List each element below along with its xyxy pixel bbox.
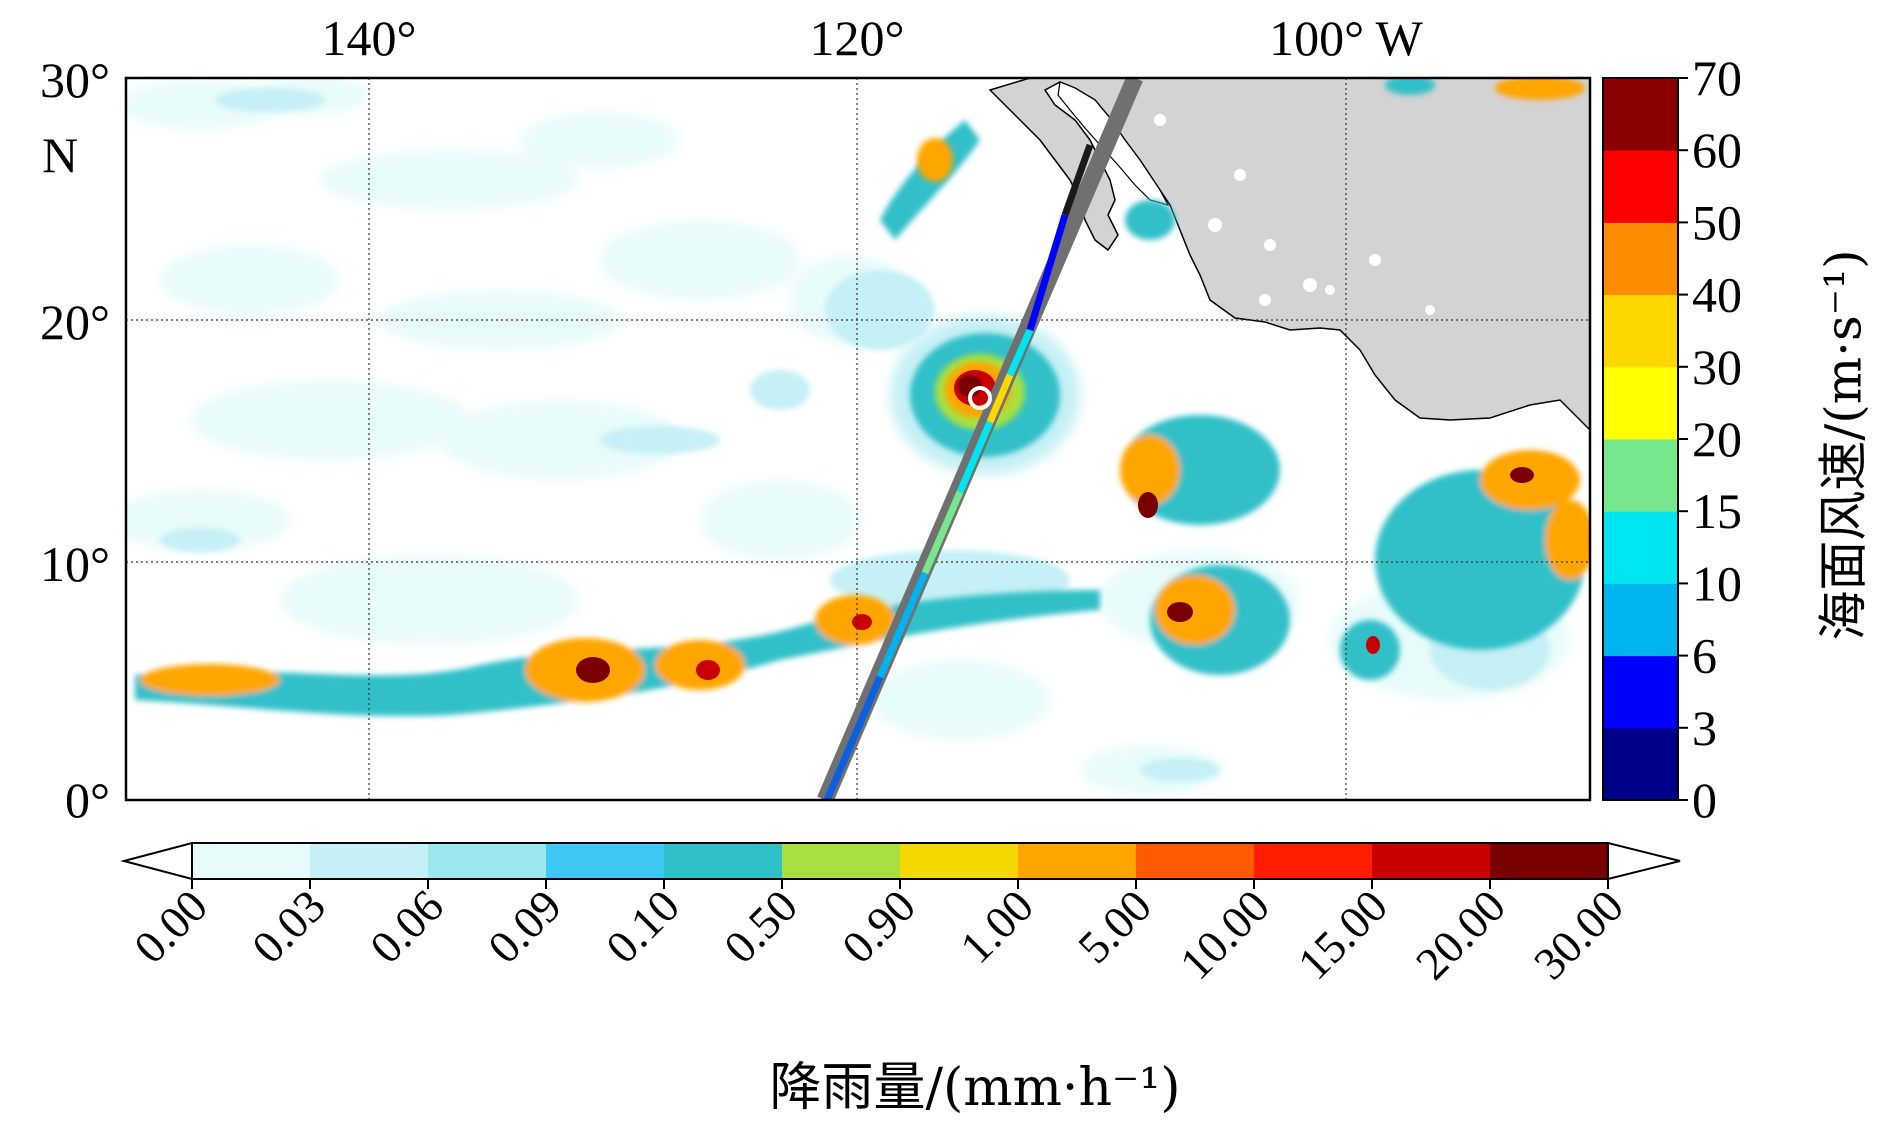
rain-colorbar-cell (192, 843, 311, 879)
lon-label-140: 140° (322, 10, 417, 66)
lat-label-10: 10° (40, 536, 110, 592)
lat-label-20: 20° (40, 294, 110, 350)
rain-colorbar-tick-label: 15.00 (1288, 880, 1397, 989)
rain-colorbar: 0.00 0.03 0.06 0.09 0.10 0.50 0.90 1.00 5.00 10.0… (120, 841, 1681, 989)
rain-colorbar-tick-label: 1.00 (950, 880, 1043, 973)
rain-colorbar-max-extend (1607, 841, 1681, 881)
wind-colorbar-label: 海面风速/(m·s⁻¹) (1815, 249, 1874, 641)
map-frame (124, 76, 1592, 802)
wind-colorbar-cell (1603, 150, 1678, 223)
wind-colorbar-tick-label: 10 (1692, 555, 1742, 611)
rain-colorbar-tick-label: 0.06 (360, 880, 453, 973)
lat-label-n: N (42, 127, 78, 183)
rain-colorbar-min-extend (120, 841, 193, 881)
wind-colorbar-cell (1603, 439, 1678, 512)
rain-colorbar-tick-label: 0.00 (124, 880, 217, 973)
rain-colorbar-cell (1136, 843, 1255, 879)
precipitation-field (126, 78, 1590, 795)
wind-colorbar-tick-label: 15 (1692, 483, 1742, 539)
wind-colorbar-cell (1603, 366, 1678, 440)
rain-colorbar-tick-label: 0.50 (714, 880, 807, 973)
rain-colorbar-cell (782, 843, 901, 879)
land-rain-spots (1154, 114, 1435, 315)
map-panel (124, 76, 1592, 802)
wind-colorbar-cell (1603, 655, 1678, 729)
wind-colorbar-tick-label: 60 (1692, 122, 1742, 178)
rain-colorbar-tick-label: 0.10 (596, 880, 689, 973)
wind-colorbar-tick-label: 3 (1692, 700, 1717, 756)
rain-colorbar-cell (546, 843, 665, 879)
wind-colorbar-tick-label: 0 (1692, 772, 1717, 828)
rain-colorbar-cell (1490, 843, 1609, 879)
satellite-track (817, 78, 1143, 800)
rain-colorbar-tick-label: 0.09 (478, 880, 571, 973)
storm-center-marker (968, 386, 992, 410)
rain-colorbar-cell (310, 843, 429, 879)
lon-label-100w: 100° W (1269, 10, 1424, 66)
rain-colorbar-tick-label: 10.00 (1170, 880, 1279, 989)
wind-colorbar-tick-label: 40 (1692, 267, 1742, 323)
lat-label-0: 0° (65, 772, 110, 828)
rain-colorbar-cell (1018, 843, 1137, 879)
wind-colorbar-cell (1603, 583, 1678, 657)
rain-colorbar-tick-label: 5.00 (1068, 880, 1161, 973)
hurricane-system (890, 315, 1080, 475)
rain-colorbar-cell (1254, 843, 1373, 879)
wind-colorbar-cell (1603, 78, 1678, 151)
rain-colorbar-tick-label: 0.90 (832, 880, 925, 973)
wind-colorbar-cell (1603, 222, 1678, 296)
wind-colorbar-label-box: 海面风速/(m·s⁻¹) (1795, 165, 1885, 725)
rain-colorbar-tick-label: 0.03 (242, 880, 335, 973)
graticule (126, 78, 1590, 800)
rain-colorbar-cell (428, 843, 547, 879)
wind-colorbar-cell (1603, 727, 1678, 801)
wind-colorbar-tick-label: 20 (1692, 411, 1742, 467)
rain-colorbar-cell (1372, 843, 1491, 879)
wind-colorbar-tick-label: 50 (1692, 194, 1742, 250)
rain-colorbar-label: 降雨量/(mm·h⁻¹) (769, 1058, 1181, 1118)
wind-colorbar-tick-label: 70 (1692, 50, 1742, 106)
rain-colorbar-cell (900, 843, 1019, 879)
wind-colorbar-cell (1603, 511, 1678, 584)
wind-colorbar-tick-label: 30 (1692, 339, 1742, 395)
lon-label-120: 120° (810, 10, 905, 66)
wind-colorbar-tick-label: 6 (1692, 628, 1717, 684)
rain-colorbar-tick-label: 30.00 (1524, 880, 1633, 989)
lat-label-30: 30° (40, 52, 110, 108)
rain-colorbar-cell (664, 843, 783, 879)
rain-colorbar-tick-label: 20.00 (1406, 880, 1515, 989)
wind-colorbar-cell (1603, 294, 1678, 368)
